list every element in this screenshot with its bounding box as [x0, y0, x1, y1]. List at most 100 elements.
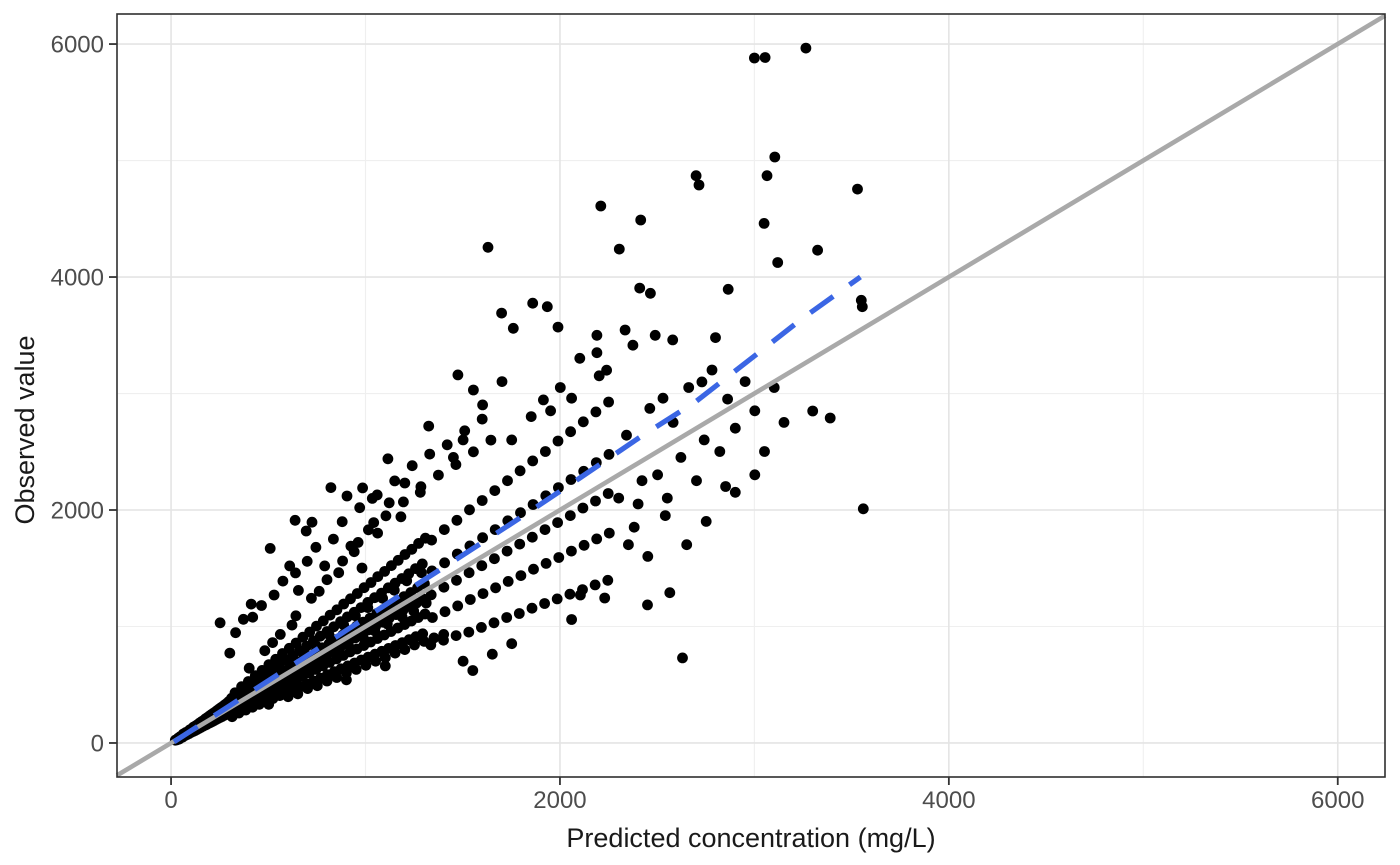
data-point — [485, 434, 497, 446]
data-point — [263, 698, 275, 710]
data-point — [293, 585, 304, 596]
data-point — [377, 592, 388, 604]
data-point — [310, 541, 322, 553]
data-point — [433, 469, 444, 481]
data-point — [363, 524, 374, 536]
data-point — [401, 575, 413, 587]
data-point — [552, 517, 563, 528]
data-point — [759, 446, 770, 457]
data-point — [749, 52, 760, 64]
data-point — [425, 589, 437, 601]
data-point — [659, 510, 671, 521]
data-point — [482, 241, 494, 253]
data-point — [438, 634, 449, 646]
data-point — [362, 602, 374, 613]
data-point — [300, 525, 312, 537]
x-axis-title: Predicted concentration (mg/L) — [566, 823, 935, 853]
data-point — [489, 485, 501, 496]
x-tick-label: 6000 — [1311, 787, 1364, 814]
data-point — [681, 539, 693, 551]
data-point — [552, 321, 564, 333]
data-point — [350, 610, 361, 622]
y-tick-label: 4000 — [51, 265, 104, 292]
data-point — [427, 612, 438, 623]
data-point — [553, 552, 565, 563]
data-point — [772, 257, 784, 268]
data-point — [463, 626, 475, 638]
data-point — [590, 495, 601, 507]
data-point — [243, 662, 255, 674]
data-point — [758, 218, 770, 229]
data-point — [388, 584, 400, 596]
data-point — [642, 551, 654, 562]
data-point — [230, 627, 242, 639]
data-point — [382, 453, 394, 465]
data-point — [321, 675, 333, 687]
data-point — [566, 392, 577, 404]
data-point — [652, 469, 663, 481]
data-point — [259, 645, 271, 657]
data-point — [416, 558, 428, 570]
data-point — [553, 482, 564, 493]
data-point — [311, 680, 323, 692]
data-point — [290, 610, 302, 622]
data-point — [710, 332, 721, 343]
data-point — [286, 619, 298, 631]
data-point — [313, 585, 325, 597]
data-point — [621, 429, 632, 441]
data-point — [416, 567, 427, 579]
data-point — [634, 282, 646, 294]
data-point — [333, 567, 345, 579]
data-point — [371, 489, 383, 501]
data-point — [749, 405, 761, 417]
data-point — [564, 510, 576, 521]
data-point — [379, 652, 391, 664]
data-point — [398, 496, 409, 508]
data-point — [515, 507, 526, 519]
data-point — [409, 639, 420, 651]
data-point — [540, 446, 551, 457]
data-point — [381, 618, 393, 630]
x-tick-label: 4000 — [922, 787, 975, 814]
data-point — [769, 151, 781, 163]
data-point — [389, 475, 401, 487]
data-point — [345, 540, 357, 552]
data-point — [441, 439, 453, 451]
data-point — [696, 376, 708, 388]
data-point — [337, 555, 348, 567]
data-point — [729, 422, 741, 434]
identity-line — [115, 13, 1387, 778]
data-point — [476, 622, 487, 633]
data-point — [578, 539, 590, 551]
data-point — [282, 691, 294, 703]
axis-ticks-layer: 0 2000 4000 6000 0 2000 4000 6000 — [51, 32, 1365, 814]
data-point — [451, 514, 463, 526]
data-point — [690, 170, 702, 182]
data-point — [526, 602, 538, 614]
data-point — [539, 524, 551, 535]
data-point — [759, 52, 771, 63]
data-point — [800, 42, 812, 54]
data-point — [399, 477, 411, 489]
data-point — [857, 503, 869, 515]
data-point — [613, 492, 625, 504]
data-point — [463, 567, 475, 579]
data-point — [476, 560, 488, 572]
data-point — [564, 588, 576, 600]
data-point — [389, 647, 401, 659]
scatter-points-layer — [169, 42, 869, 746]
data-point — [423, 420, 435, 432]
data-point — [856, 301, 868, 313]
data-point — [323, 629, 335, 640]
data-point — [406, 460, 418, 472]
data-point — [468, 446, 479, 458]
data-point — [632, 498, 644, 510]
data-point — [356, 562, 368, 574]
data-point — [749, 469, 761, 481]
data-point — [575, 589, 586, 601]
data-point — [336, 516, 348, 528]
data-point — [507, 322, 519, 334]
smooth-trend-line — [172, 274, 862, 744]
